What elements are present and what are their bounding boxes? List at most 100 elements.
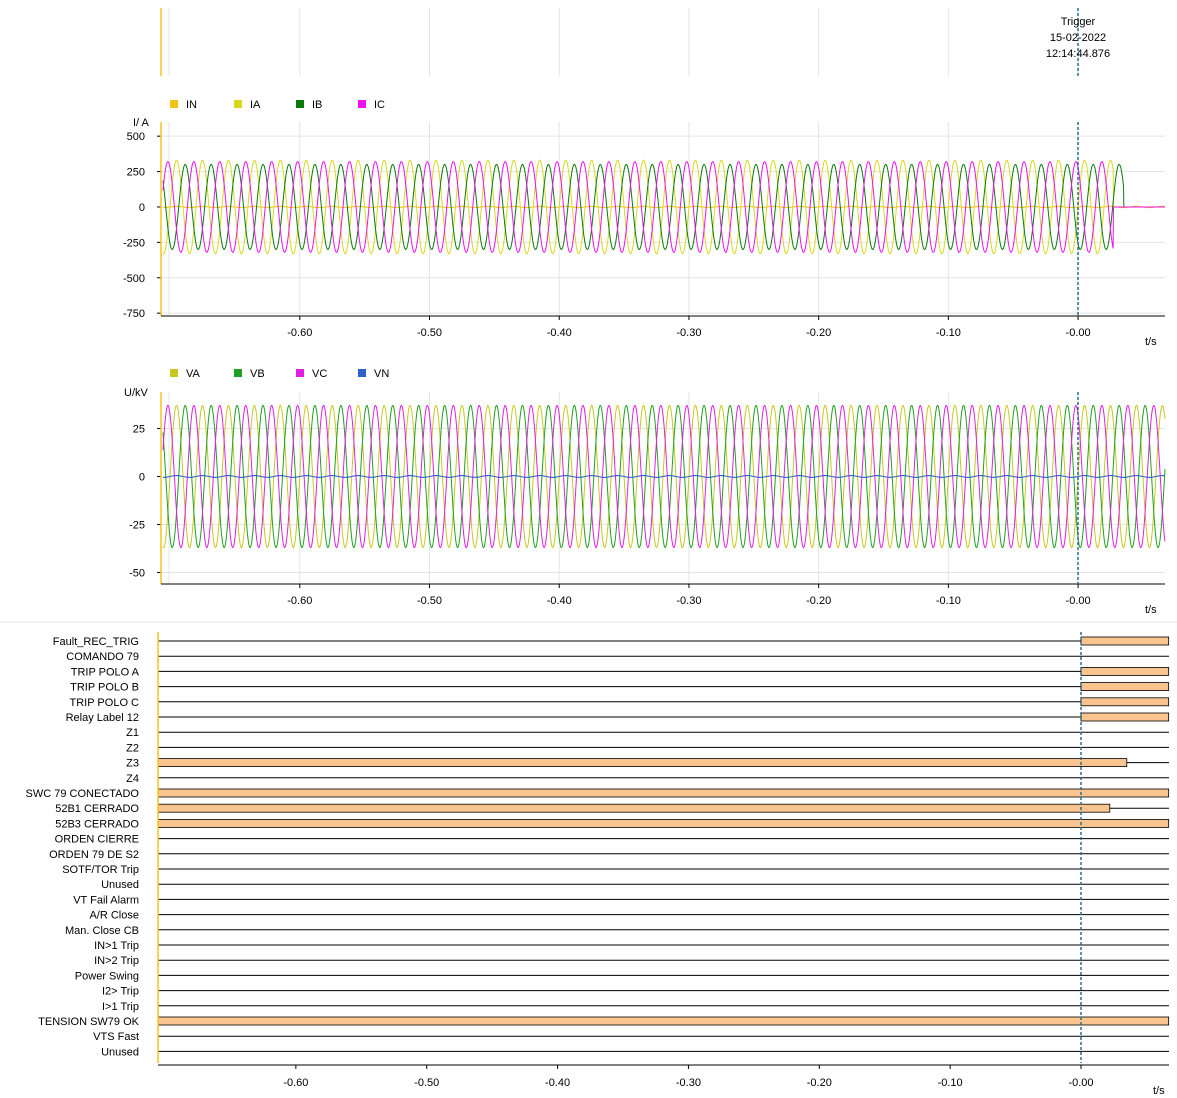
channel-active-trip-polo-b — [1080, 682, 1170, 691]
current-xtick-label: -0.10 — [936, 327, 961, 339]
voltage-xtick-label: -0.50 — [417, 595, 442, 607]
channel-label-z1: Z1 — [126, 727, 139, 739]
channel-label-z4: Z4 — [126, 773, 139, 785]
digital-plot[interactable]: Fault_REC_TRIG COMANDO 79 TRIP POLO A TRIP … — [26, 632, 1170, 1097]
series-vn — [162, 475, 1166, 478]
channel-active-relay-label-12 — [1080, 712, 1170, 722]
channel-active-trip-polo-a — [1080, 667, 1170, 676]
channel-label-vts-fast: VTS Fast — [93, 1031, 139, 1043]
channel-label-in-1-trip: IN>1 Trip — [94, 940, 139, 952]
current-xtick-label: -0.60 — [287, 327, 312, 339]
series-vb — [162, 404, 1166, 549]
channel-active-trip-polo-c — [1080, 697, 1170, 707]
voltage-xtick-label: -0.10 — [936, 595, 961, 607]
legend-label-vb[interactable]: VB — [250, 368, 265, 380]
current-xticks: -0.60 -0.50 -0.40 -0.30 -0.20 -0.10 -0.00 — [287, 316, 1091, 339]
current-ytick-label: -250 — [123, 237, 145, 249]
current-legend: IN IA IB IC — [170, 99, 385, 111]
channel-label-relay-label-12: Relay Label 12 — [66, 712, 139, 724]
digital-xtick-label: -0.00 — [1068, 1077, 1093, 1089]
current-xtick-label: -0.00 — [1066, 327, 1091, 339]
voltage-xtick-label: -0.40 — [547, 595, 572, 607]
channel-label-comando-79: COMANDO 79 — [66, 651, 139, 663]
legend-swatch-in — [170, 100, 178, 108]
current-yticks: 500 250 0 -250 -500 -750 — [123, 131, 161, 320]
digital-xtick-label: -0.10 — [938, 1077, 963, 1089]
channel-label-a-r-close: A/R Close — [89, 910, 139, 922]
digital-xtick-label: -0.20 — [807, 1077, 832, 1089]
channel-label-vt-fail-alarm: VT Fail Alarm — [73, 894, 139, 906]
voltage-xtick-label: -0.20 — [806, 595, 831, 607]
current-series — [162, 159, 1166, 255]
current-ylabel: I/ A — [133, 117, 150, 129]
current-xtick-label: -0.50 — [417, 327, 442, 339]
current-xlabel: t/s — [1145, 336, 1157, 348]
channel-label-tension-sw79-ok: TENSION SW79 OK — [38, 1016, 140, 1028]
channel-label-swc-79-conectado: SWC 79 CONECTADO — [26, 788, 140, 800]
channel-label-orden-79-de-s2: ORDEN 79 DE S2 — [49, 849, 139, 861]
legend-swatch-ib — [296, 100, 304, 108]
legend-swatch-vb — [234, 369, 242, 377]
channel-active-52b1-cerrado — [157, 803, 1111, 813]
channel-active-52b3-cerrado — [157, 819, 1170, 828]
legend-label-ib[interactable]: IB — [312, 99, 322, 111]
digital-channel-rows: Fault_REC_TRIG COMANDO 79 TRIP POLO A TRIP … — [26, 636, 1170, 1058]
channel-label-i-1-trip: I>1 Trip — [102, 1001, 139, 1013]
channel-label-fault-rec-trig: Fault_REC_TRIG — [53, 636, 139, 648]
voltage-xtick-label: -0.00 — [1066, 595, 1091, 607]
current-ytick-label: -750 — [123, 308, 145, 320]
legend-label-ic[interactable]: IC — [374, 99, 385, 111]
voltage-plot[interactable]: VA VB VC VN U/kV 25 0 -25 -50 -0.60 -0.50 -0.40 -… — [124, 368, 1166, 616]
series-ib — [162, 163, 1165, 250]
legend-swatch-ic — [358, 100, 366, 108]
channel-active-swc-79-conectado — [157, 788, 1170, 798]
channel-label-z3: Z3 — [126, 758, 139, 770]
voltage-ytick-label: -50 — [129, 567, 145, 579]
current-ytick-label: -500 — [123, 273, 145, 285]
channel-label-z2: Z2 — [126, 742, 139, 754]
current-xtick-label: -0.40 — [547, 327, 572, 339]
legend-label-va[interactable]: VA — [186, 368, 201, 380]
channel-label-i2-trip: I2> Trip — [102, 986, 139, 998]
digital-xtick-label: -0.60 — [283, 1077, 308, 1089]
channel-label-unused: Unused — [101, 879, 139, 891]
current-xtick-label: -0.20 — [806, 327, 831, 339]
voltage-xlabel: t/s — [1145, 604, 1157, 616]
legend-swatch-ia — [234, 100, 242, 108]
channel-label-sotf-tor-trip: SOTF/TOR Trip — [62, 864, 139, 876]
channel-label-trip-polo-b: TRIP POLO B — [70, 682, 139, 694]
channel-label-52b1-cerrado: 52B1 CERRADO — [55, 803, 139, 815]
channel-active-z3 — [157, 758, 1128, 767]
digital-xtick-label: -0.40 — [545, 1077, 570, 1089]
voltage-ytick-label: 25 — [133, 423, 145, 435]
voltage-ytick-label: 0 — [139, 471, 145, 483]
channel-label-52b3-cerrado: 52B3 CERRADO — [55, 818, 139, 830]
channel-label-orden-cierre: ORDEN CIERRE — [55, 834, 139, 846]
channel-label-trip-polo-c: TRIP POLO C — [70, 697, 140, 709]
current-ytick-label: 500 — [127, 131, 145, 143]
legend-swatch-vn — [358, 369, 366, 377]
series-ic — [162, 161, 1165, 253]
voltage-xtick-label: -0.60 — [287, 595, 312, 607]
legend-label-vc[interactable]: VC — [312, 368, 327, 380]
channel-active-fault-rec-trig — [1080, 636, 1170, 646]
strip-gridlines — [299, 8, 1079, 76]
trigger-date: 15-02-2022 — [1050, 32, 1106, 44]
current-xtick-label: -0.30 — [676, 327, 701, 339]
voltage-ytick-label: -25 — [129, 519, 145, 531]
digital-xlabel: t/s — [1153, 1085, 1165, 1097]
voltage-series — [162, 404, 1166, 549]
voltage-xtick-label: -0.30 — [676, 595, 701, 607]
current-ytick-label: 0 — [139, 202, 145, 214]
channel-label-in-2-trip: IN>2 Trip — [94, 955, 139, 967]
legend-swatch-vc — [296, 369, 304, 377]
trigger-strip: Trigger 15-02-2022 12:14:44.876 — [160, 8, 1110, 76]
voltage-ylabel: U/kV — [124, 387, 149, 399]
digital-xtick-label: -0.30 — [676, 1077, 701, 1089]
legend-label-ia[interactable]: IA — [250, 99, 261, 111]
trigger-title: Trigger — [1061, 16, 1096, 28]
legend-label-in[interactable]: IN — [186, 99, 197, 111]
legend-label-vn[interactable]: VN — [374, 368, 389, 380]
